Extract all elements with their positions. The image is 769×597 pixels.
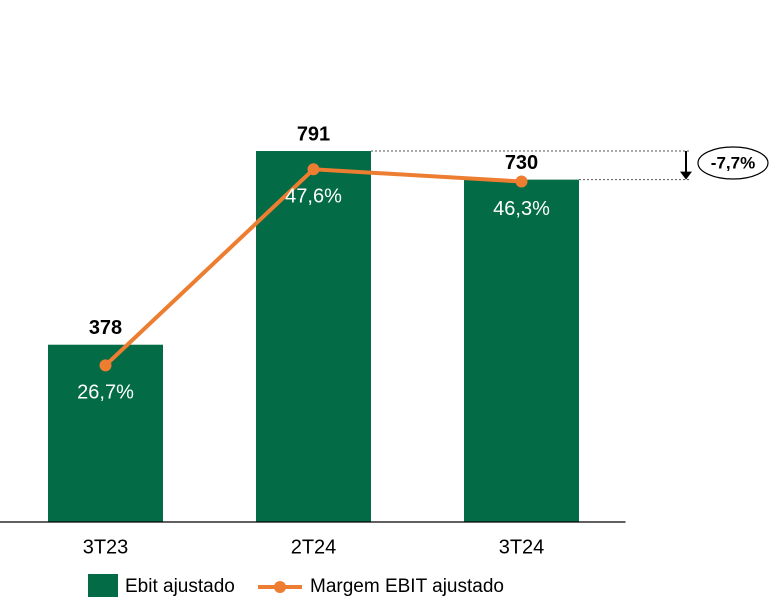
line-marker: [99, 359, 112, 372]
line-marker: [515, 175, 528, 188]
bar: [48, 344, 163, 522]
bar-value-label: 378: [89, 317, 122, 339]
legend-marker: [274, 581, 286, 593]
annotation-ellipse: [697, 146, 769, 180]
legend-swatch: [88, 574, 118, 597]
line-value-label: 46,3%: [493, 198, 550, 220]
bar: [256, 151, 371, 522]
line-marker: [307, 163, 320, 176]
bar-value-label: 791: [297, 123, 330, 145]
x-tick-label: 3T24: [499, 536, 545, 558]
arrow-head: [680, 171, 692, 180]
annotation: -7,7%: [711, 153, 755, 172]
bar-value-label: 730: [505, 152, 538, 174]
legend-label: Margem EBIT ajustado: [310, 576, 504, 597]
line-value-label: 47,6%: [285, 186, 342, 208]
legend-label: Ebit ajustado: [125, 576, 235, 597]
bar: [464, 179, 579, 522]
x-tick-label: 2T24: [291, 536, 337, 558]
x-tick-label: 3T23: [83, 536, 129, 558]
line-value-label: 26,7%: [77, 382, 134, 404]
